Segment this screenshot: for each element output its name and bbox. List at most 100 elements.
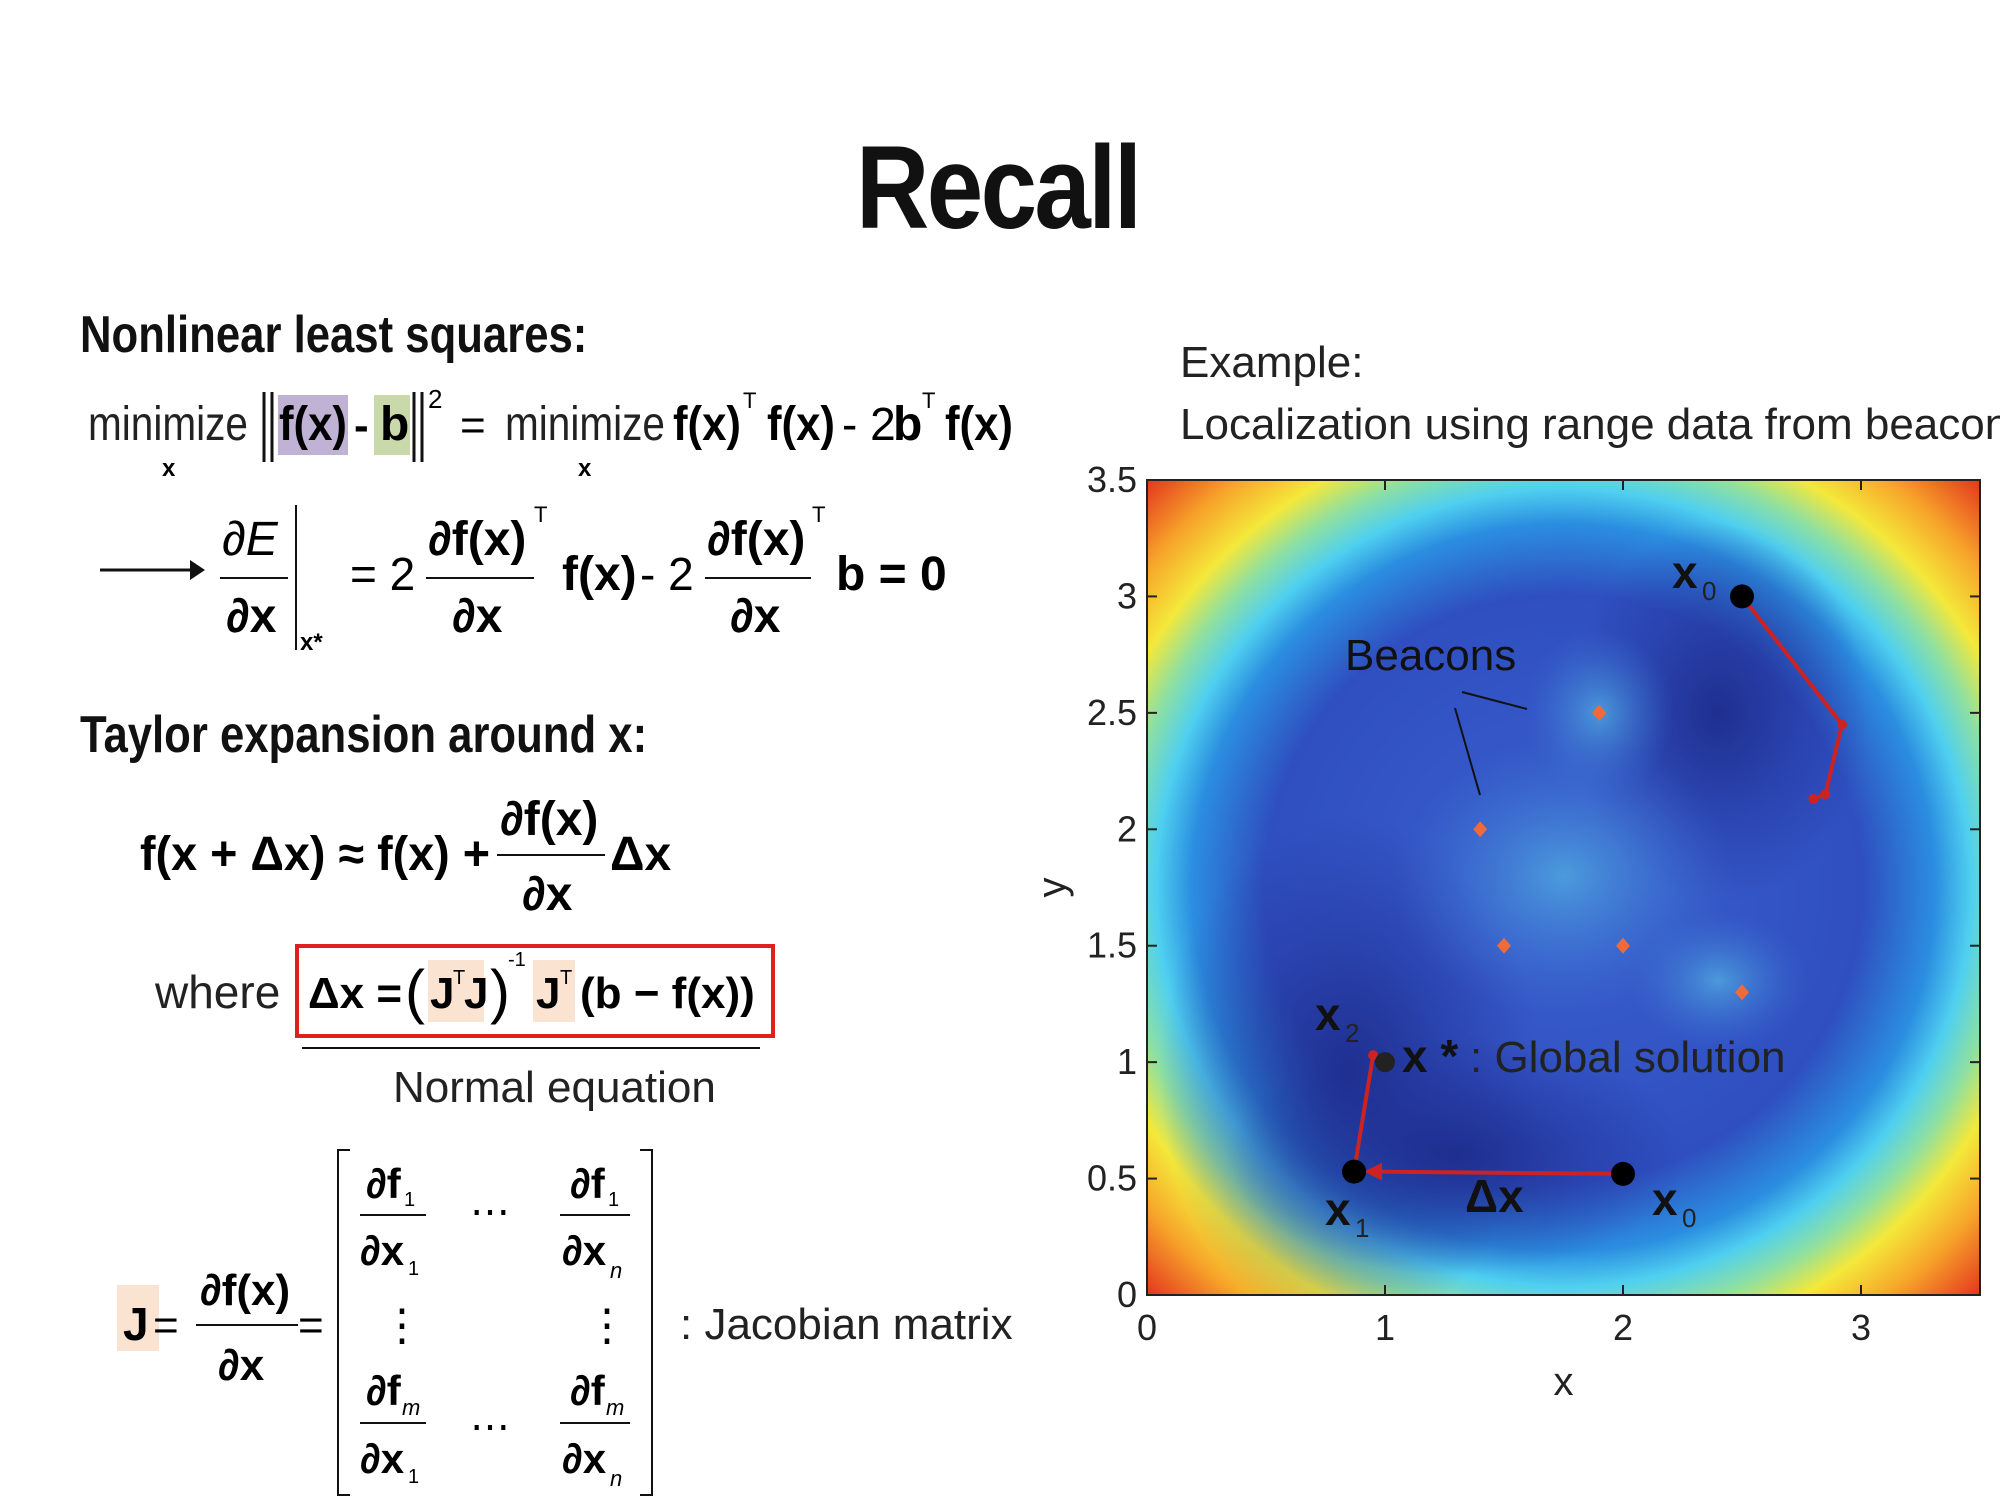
J-symbol: J	[123, 1298, 149, 1350]
x1-label-sub: 1	[1355, 1213, 1369, 1243]
x1-dot	[1342, 1159, 1367, 1184]
upper-path-point	[1836, 719, 1847, 730]
x2-point	[1368, 1050, 1379, 1061]
dfm-sub: m	[402, 1395, 420, 1420]
dxn-sub-2: n	[610, 1466, 622, 1491]
dx1-sub-2: 1	[408, 1466, 419, 1488]
gradient-equation: ∂E ∂x x* = 2 ∂f(x) ∂x T f(x) - 2 ∂f(x) ∂…	[100, 502, 947, 656]
dx1-den: ∂x	[360, 1227, 405, 1274]
transpose-sup-5: T	[453, 967, 465, 989]
taylor-numerator: ∂f(x)	[500, 793, 598, 846]
minimize-label-2: minimize	[505, 398, 665, 451]
minimize-subscript-2: x	[578, 455, 592, 482]
upper-x0-dot	[1730, 584, 1754, 609]
rhs-minus2-term: - 2	[842, 398, 896, 450]
jacobian-label: : Jacobian matrix	[680, 1300, 1013, 1349]
y-tick-label: 2	[1117, 808, 1137, 849]
eval-subscript: x*	[300, 629, 323, 656]
fx-highlight	[278, 395, 348, 455]
example-line-1: Example:	[1180, 338, 1364, 387]
slide-title: Recall	[856, 122, 1142, 254]
dx-equals: Δx =	[308, 969, 402, 1018]
eq-two: = 2	[350, 548, 415, 600]
normal-equation: Δx = ( J T J ) -1 J T (b − f(x))	[295, 944, 775, 1049]
beacon-marker	[1497, 937, 1511, 954]
J-transpose: J	[430, 969, 454, 1018]
df1n-sub: 1	[608, 1189, 619, 1211]
y-axis-label: y	[1030, 878, 1074, 898]
rhs-fx3-term: f(x)	[945, 398, 1013, 451]
beacon-marker	[1592, 704, 1607, 721]
taylor-denominator: ∂x	[522, 868, 573, 921]
df1n-num: ∂f	[570, 1160, 606, 1207]
x0-dot	[1611, 1161, 1635, 1186]
x0-label: x	[1652, 1173, 1678, 1225]
rhs-fx-term: f(x)	[673, 398, 741, 451]
chart-axes: 0 1 2 3 0 0.5 1 1.5 2 2.5 3 3.5 x y	[1030, 459, 1980, 1404]
minus-term: -	[354, 401, 369, 450]
jac-numerator: ∂f(x)	[200, 1266, 290, 1315]
dfx-numerator-2: ∂f(x)	[707, 513, 805, 566]
rhs-b-term: b	[893, 398, 922, 451]
JT-highlight	[533, 960, 575, 1022]
upper-x0-label: x	[1672, 546, 1698, 598]
dfmn-num: ∂f	[570, 1367, 606, 1414]
beacon-marker	[1473, 821, 1488, 838]
inverse-sup: -1	[508, 949, 526, 971]
heatmap-surface	[1147, 480, 1980, 1295]
y-tick-label: 1.5	[1087, 925, 1137, 966]
fx-factor: f(x)	[562, 548, 637, 601]
y-tick-label: 3	[1117, 575, 1137, 616]
x-tick-label: 2	[1613, 1307, 1633, 1348]
y-tick-label: 2.5	[1087, 692, 1137, 733]
transpose-sup: T	[743, 388, 756, 413]
y-tick-label: 0	[1117, 1274, 1137, 1315]
transpose-sup-4: T	[812, 502, 825, 527]
global-solution-dot	[1375, 1052, 1395, 1073]
x-tick-label: 0	[1137, 1307, 1157, 1348]
hdots-2: ⋯	[470, 1405, 510, 1449]
dxn-sub: n	[610, 1258, 622, 1283]
fx-term: f(x)	[279, 398, 347, 451]
b-equals-zero: b = 0	[836, 548, 947, 601]
square-exponent: 2	[428, 384, 442, 414]
jacobian-equation: J = ∂f(x) ∂x = ∂f 1 ∂x 1 ⋯ ∂f 1 ∂x n ⋮ ⋮…	[117, 1149, 653, 1496]
dx1-den-2: ∂x	[360, 1435, 405, 1482]
x0-label-sub: 0	[1682, 1203, 1696, 1233]
beacons-leader-line	[1454, 707, 1481, 796]
beacon-marker	[1616, 937, 1630, 954]
b-highlight	[374, 395, 410, 455]
residual-term: (b − f(x))	[580, 969, 755, 1018]
J-transpose-2: J	[536, 969, 560, 1018]
taylor-dx: Δx	[610, 828, 672, 881]
step-dx-line	[1372, 1169, 1624, 1176]
section-heading-taylor: Taylor expansion around x:	[80, 706, 648, 764]
normal-equation-label: Normal equation	[393, 1063, 716, 1112]
global-solution-label: : Global solution	[1470, 1033, 1786, 1082]
x-axis-label: x	[1554, 1360, 1574, 1404]
upper-path-line	[1740, 595, 1845, 801]
beacons-label: Beacons	[1345, 631, 1516, 680]
taylor-equation: f(x + Δx) ≈ f(x) + ∂f(x) ∂x Δx	[140, 793, 672, 921]
paren-left: (	[405, 958, 425, 1025]
section-heading-nls: Nonlinear least squares:	[80, 306, 588, 364]
JTJ-highlight	[428, 960, 484, 1022]
dxn-den: ∂x	[562, 1227, 607, 1274]
dx-denominator-3: ∂x	[730, 590, 781, 643]
matrix-bracket-right	[640, 1149, 653, 1496]
delta-x-label: Δx	[1465, 1170, 1524, 1222]
dfmn-sub: m	[606, 1395, 624, 1420]
x-tick-label: 3	[1851, 1307, 1871, 1348]
x2-label-sub: 2	[1345, 1018, 1359, 1048]
normal-equation-box	[295, 944, 775, 1038]
x-star-label: x *	[1402, 1030, 1458, 1082]
dx1-sub: 1	[408, 1258, 419, 1280]
J-equals: =	[153, 1301, 179, 1350]
dfx-numerator: ∂f(x)	[428, 513, 526, 566]
equals-sign: =	[460, 401, 486, 450]
step-2-line	[1352, 1054, 1376, 1172]
plot-frame	[1146, 479, 1981, 1296]
dx-denominator: ∂x	[226, 590, 277, 643]
